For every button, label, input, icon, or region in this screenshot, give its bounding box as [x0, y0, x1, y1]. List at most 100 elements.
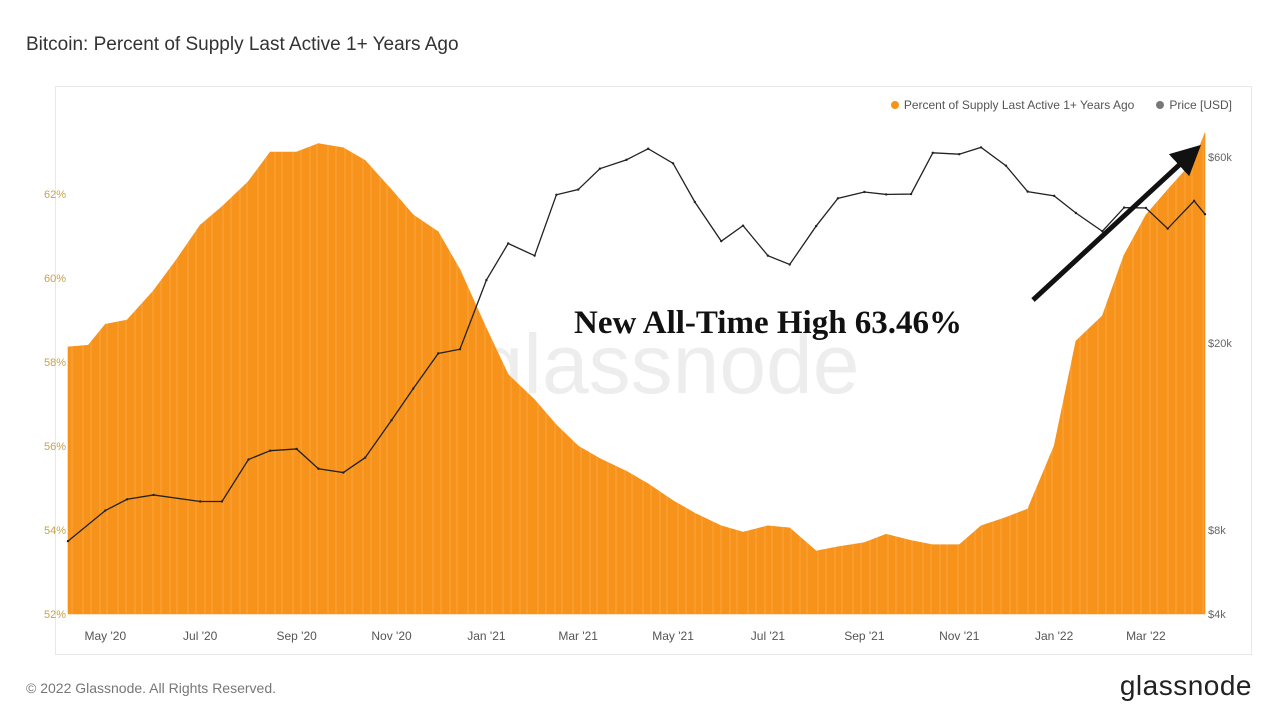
supply-segment: [105, 319, 128, 615]
legend-item-price[interactable]: Price [USD]: [1156, 98, 1232, 112]
glassnode-logo: glassnode: [1119, 670, 1252, 701]
supply-segment: [1123, 214, 1147, 615]
watermark: glassnode: [477, 317, 860, 411]
price-point: [342, 471, 345, 474]
supply-segment: [556, 424, 579, 615]
supply-segment: [789, 527, 817, 615]
left-y-tick-label: 52%: [44, 609, 66, 621]
x-tick-label: May '21: [652, 629, 694, 643]
price-point: [931, 151, 935, 155]
price-point: [766, 254, 770, 257]
price-point: [646, 147, 650, 150]
price-point: [1192, 199, 1196, 203]
left-y-tick-label: 60%: [44, 273, 66, 285]
x-tick-label: Jan '22: [1035, 629, 1074, 643]
supply-segment: [391, 188, 414, 615]
legend-dot-supply: [890, 101, 899, 109]
left-y-axis: 52% 54% 56% 58% 60% 62%: [44, 189, 66, 621]
price-point: [720, 239, 723, 243]
price-point: [863, 190, 866, 194]
left-y-tick-label: 62%: [44, 189, 66, 201]
supply-segment: [412, 214, 439, 615]
price-line: [67, 146, 1206, 542]
price-point: [598, 167, 602, 170]
price-point: [1004, 164, 1008, 167]
x-tick-label: Sep '20: [276, 629, 317, 643]
supply-segment: [958, 525, 982, 615]
price-point: [979, 146, 983, 149]
supply-segment: [626, 470, 649, 615]
price-point: [390, 419, 393, 422]
copyright: © 2022 Glassnode. All Rights Reserved.: [26, 680, 277, 696]
supply-segment: [599, 458, 627, 615]
legend-item-supply[interactable]: Percent of Supply Last Active 1+ Years A…: [890, 98, 1135, 112]
left-y-tick-label: 56%: [44, 441, 66, 453]
price-point: [458, 348, 462, 351]
annotation-arrow: [1031, 144, 1202, 302]
price-point: [506, 242, 510, 245]
price-point: [220, 500, 224, 503]
price-point: [66, 539, 70, 543]
price-point: [1122, 206, 1126, 209]
supply-segment: [486, 328, 509, 615]
price-point: [693, 200, 697, 204]
price-point: [625, 158, 628, 162]
x-tick-label: Nov '21: [939, 629, 980, 643]
supply-segment: [932, 544, 960, 615]
supply-segment: [767, 525, 791, 615]
supply-segment: [364, 159, 392, 615]
x-tick-label: Jul '21: [751, 629, 786, 643]
x-axis: May '20 Jul '20 Sep '20 Nov '20 Jan '21 Mar '…: [85, 629, 1167, 643]
price-point: [1144, 206, 1148, 210]
supply-segment: [742, 525, 769, 615]
legend-dot-price: [1156, 101, 1165, 109]
price-point: [836, 197, 840, 200]
right-y-axis: $4k $8k $20k $60k: [1208, 152, 1232, 621]
supply-segment: [864, 533, 887, 615]
supply-segment: [910, 540, 934, 615]
supply-segment: [1027, 445, 1055, 615]
chart-title: Bitcoin: Percent of Supply Last Active 1…: [26, 34, 459, 55]
x-tick-label: Mar '22: [1126, 629, 1166, 643]
supply-segment: [318, 143, 344, 615]
right-y-tick-label: $60k: [1208, 152, 1232, 164]
price-point: [1052, 194, 1056, 198]
x-tick-label: Nov '20: [371, 629, 412, 643]
right-y-tick-label: $8k: [1208, 525, 1226, 537]
price-point: [412, 387, 415, 390]
supply-segment: [672, 500, 696, 615]
legend-label-price: Price [USD]: [1169, 98, 1232, 112]
price-point: [152, 493, 155, 497]
price-point: [295, 447, 298, 451]
price-point: [104, 509, 107, 512]
supply-segment: [1053, 340, 1077, 615]
price-point: [958, 153, 961, 156]
ath-annotation: New All-Time High 63.46%: [574, 305, 963, 341]
left-y-tick-label: 58%: [44, 357, 66, 369]
supply-area: [67, 120, 1206, 615]
x-tick-label: Sep '21: [844, 629, 885, 643]
price-point: [125, 498, 129, 501]
price-point: [269, 449, 272, 452]
chart-frame: [55, 86, 1252, 655]
right-y-tick-label: $20k: [1208, 338, 1232, 350]
price-point: [1166, 227, 1169, 230]
supply-segment: [507, 373, 535, 615]
x-tick-label: Mar '21: [558, 629, 598, 643]
supply-segment: [343, 147, 366, 615]
supply-segment: [296, 143, 319, 615]
price-point: [576, 188, 580, 191]
price-point: [1203, 212, 1207, 216]
supply-segment: [694, 512, 722, 615]
supply-segment: [459, 269, 487, 615]
price-point: [199, 500, 202, 503]
x-tick-label: May '20: [85, 629, 127, 643]
price-point: [741, 224, 745, 227]
x-tick-label: Jul '20: [183, 629, 218, 643]
price-point: [1101, 230, 1104, 233]
supply-segment: [199, 205, 223, 615]
legend-label-supply: Percent of Supply Last Active 1+ Years A…: [903, 98, 1135, 112]
supply-segment: [647, 483, 674, 615]
supply-segment: [1167, 159, 1195, 615]
